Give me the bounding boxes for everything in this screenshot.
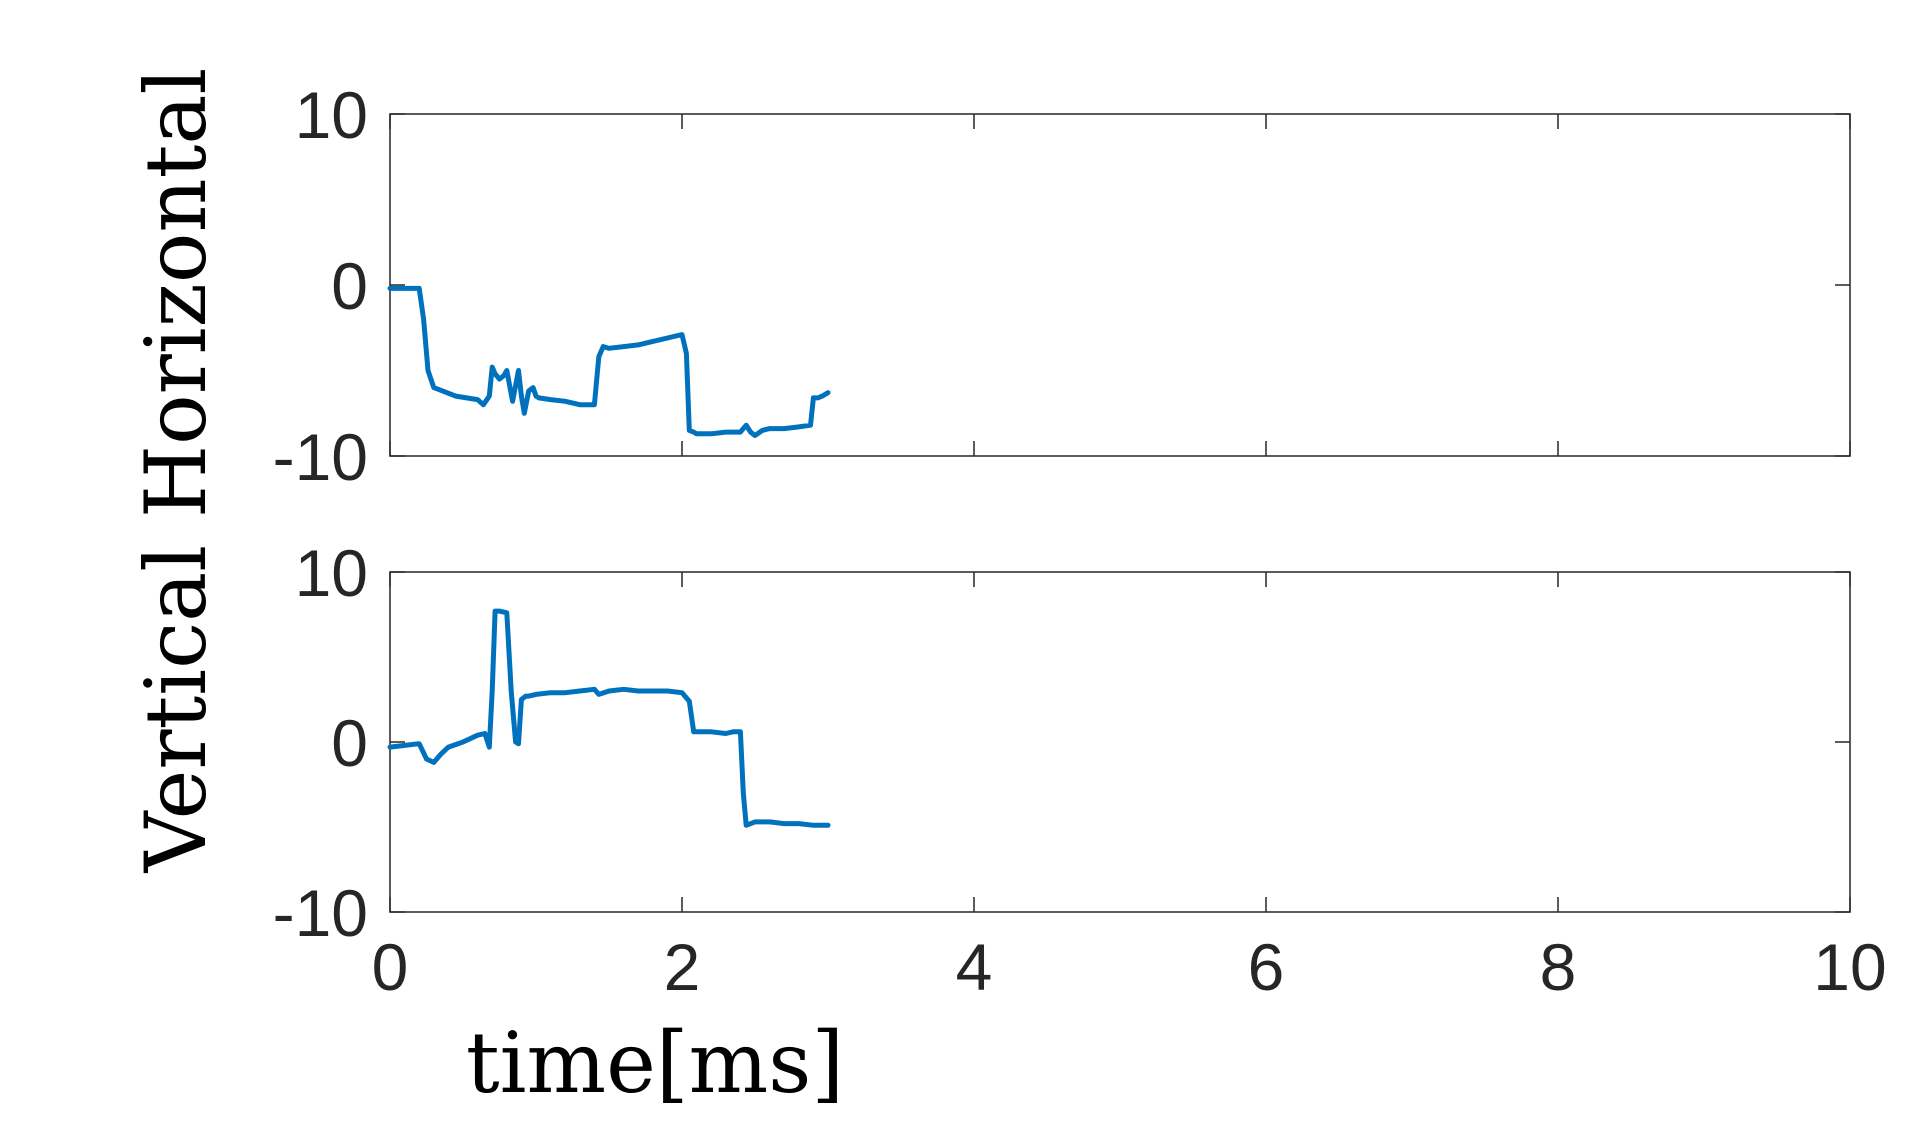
x-tick-label: 2 [664, 930, 701, 1004]
y-tick-label: 10 [295, 536, 368, 610]
series-line-2 [387, 608, 831, 828]
subplot-1: 10 0 -10 [273, 78, 1851, 494]
x-tick-label: 6 [1248, 930, 1285, 1004]
y-tick-label: -10 [273, 876, 368, 950]
y-tick-label: 0 [331, 249, 368, 323]
x-tick-label: 0 [372, 930, 409, 1004]
y-tick-label: 10 [295, 78, 368, 152]
y-axis-label: Vertical Horizontal [127, 68, 225, 874]
plot-frame [389, 571, 1851, 913]
x-axis-label: time[ms] [466, 1014, 844, 1112]
y-tick-label: -10 [273, 420, 368, 494]
plot-frame [389, 113, 1851, 457]
x-tick-label: 4 [956, 930, 993, 1004]
series-line-1 [387, 285, 831, 438]
subplot-2: 100-100 2 4 6 8 10 [273, 536, 1887, 1004]
y-tick-label: 0 [331, 706, 368, 780]
x-tick-label: 8 [1540, 930, 1577, 1004]
x-tick-label: 10 [1813, 930, 1886, 1004]
